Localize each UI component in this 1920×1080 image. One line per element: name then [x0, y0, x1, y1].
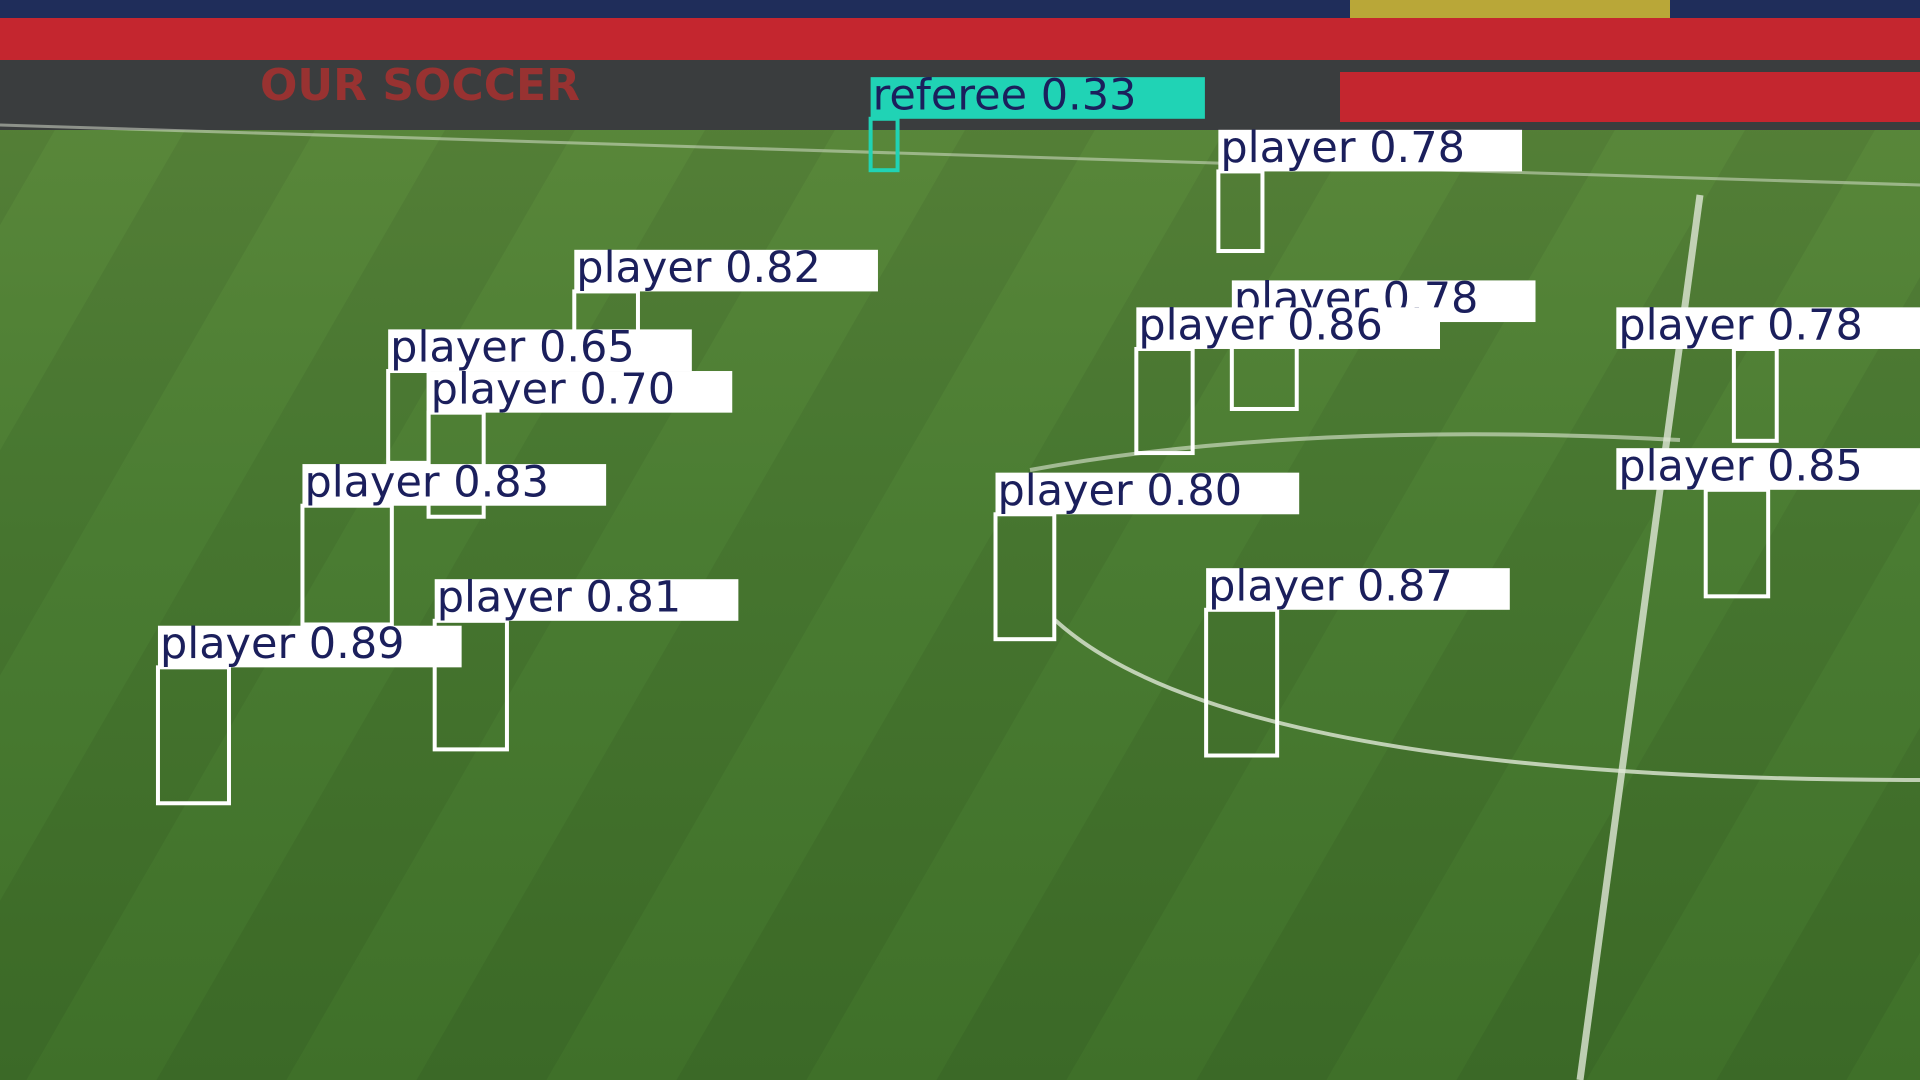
bounding-box — [432, 618, 509, 752]
detection: referee 0.33 — [868, 70, 1205, 173]
detection: player 0.70 — [426, 364, 733, 519]
detection: player 0.82 — [572, 243, 878, 339]
detection: player 0.83 — [300, 457, 607, 627]
label-background — [995, 472, 1300, 515]
label-background — [1218, 129, 1523, 172]
label-background — [434, 579, 739, 621]
detection-label: player 0.82 — [576, 243, 821, 293]
detection: player 0.85 — [1616, 441, 1920, 599]
detection: player 0.80 — [993, 466, 1300, 642]
label-background — [1206, 568, 1510, 610]
detection: player 0.78 — [1216, 123, 1523, 254]
detection-label: player 0.65 — [390, 323, 635, 373]
detection-label: player 0.81 — [437, 573, 682, 623]
detection: player 0.78 — [1616, 301, 1920, 443]
detection-label: player 0.86 — [1138, 301, 1383, 351]
label-background — [1616, 307, 1920, 349]
ad-text: OUR SOCCER — [260, 60, 580, 111]
label-background — [1616, 448, 1920, 490]
detection-label: player 0.78 — [1220, 123, 1465, 173]
detection: player 0.65 — [386, 323, 692, 465]
detections: referee 0.33 player 0.78 player 0.82 player… — [155, 70, 1920, 806]
label-background — [302, 464, 607, 506]
label-background — [428, 371, 733, 413]
detection-label: player 0.85 — [1618, 441, 1863, 491]
detection-label: player 0.89 — [160, 619, 405, 669]
detection-label: player 0.83 — [304, 457, 549, 507]
detection-label: player 0.78 — [1618, 301, 1863, 351]
label-background — [870, 77, 1205, 119]
bounding-box — [1216, 169, 1265, 254]
detection: player 0.89 — [155, 619, 462, 806]
label-background — [574, 249, 878, 292]
detection: player 0.81 — [432, 573, 739, 752]
detection: player 0.87 — [1204, 561, 1510, 758]
detection-label: player 0.70 — [431, 364, 676, 414]
label-background — [388, 329, 692, 372]
label-background — [1136, 307, 1440, 349]
detection: player 0.86 — [1134, 301, 1440, 456]
detection-label: player 0.87 — [1208, 561, 1453, 611]
label-background — [157, 625, 462, 668]
detection-label: referee 0.33 — [873, 70, 1137, 120]
detection-label: player 0.80 — [998, 466, 1243, 516]
